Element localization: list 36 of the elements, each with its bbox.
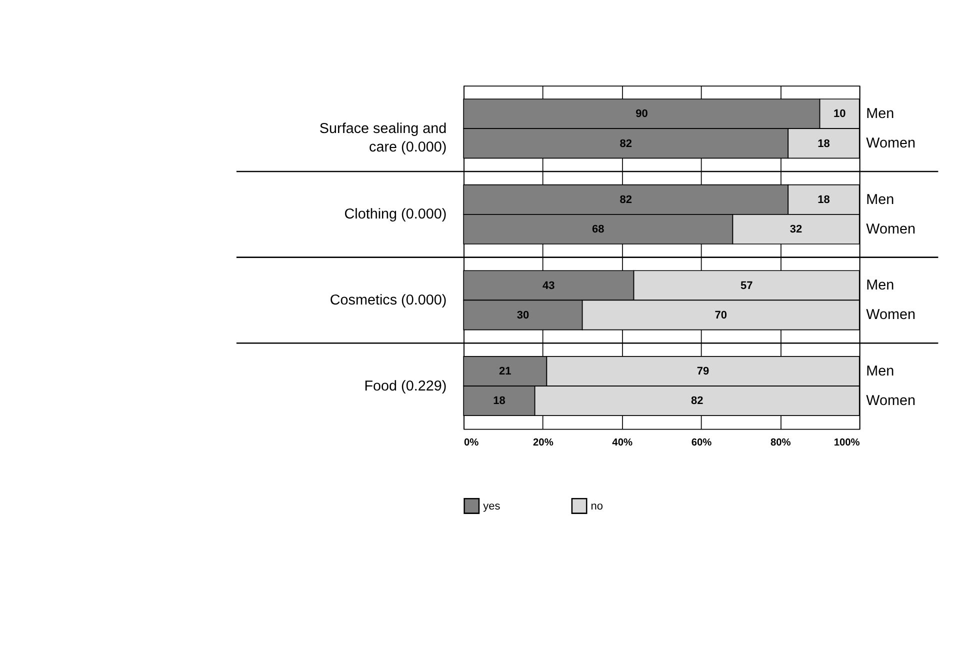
data-label: 90 [636,108,648,120]
y-tick-label: Women [866,136,916,152]
y-tick-label: Men [866,363,894,380]
data-label: 57 [740,280,753,292]
x-tick-label: 0% [464,437,479,448]
data-label: 82 [620,194,632,206]
y-tick-label: Men [866,192,894,208]
legend-label: no [590,500,603,512]
data-label: 43 [542,280,555,292]
data-label: 21 [499,366,512,378]
y-tick-label: Women [866,393,916,410]
x-tick-label: 60% [691,437,712,448]
text: Food (0.229) [364,378,447,394]
x-tick-label: 80% [770,437,791,448]
x-tick-label: 40% [612,437,632,448]
text: Clothing (0.000) [344,206,447,223]
text: Surface sealing and care (0.000) [319,120,447,156]
data-label: 70 [714,309,727,322]
data-label: 82 [690,395,704,408]
legend-label: yes [483,500,501,512]
data-label: 30 [516,309,530,322]
y-tick-label: Women [866,307,916,324]
data-label: 79 [696,366,710,378]
data-label: 68 [592,224,604,236]
x-tick-label: 20% [533,437,554,448]
data-label: 18 [493,395,506,408]
data-label: 10 [833,108,846,120]
x-tick-label: 100% [834,437,860,448]
text: Cosmetics (0.000) [330,292,447,308]
y-tick-label: Men [866,106,894,122]
data-label: 18 [818,194,830,206]
y-tick-label: Women [866,221,916,238]
data-label: 18 [818,138,830,150]
data-label: 32 [790,224,802,236]
y-tick-label: Men [866,278,894,294]
data-label: 82 [620,138,632,150]
